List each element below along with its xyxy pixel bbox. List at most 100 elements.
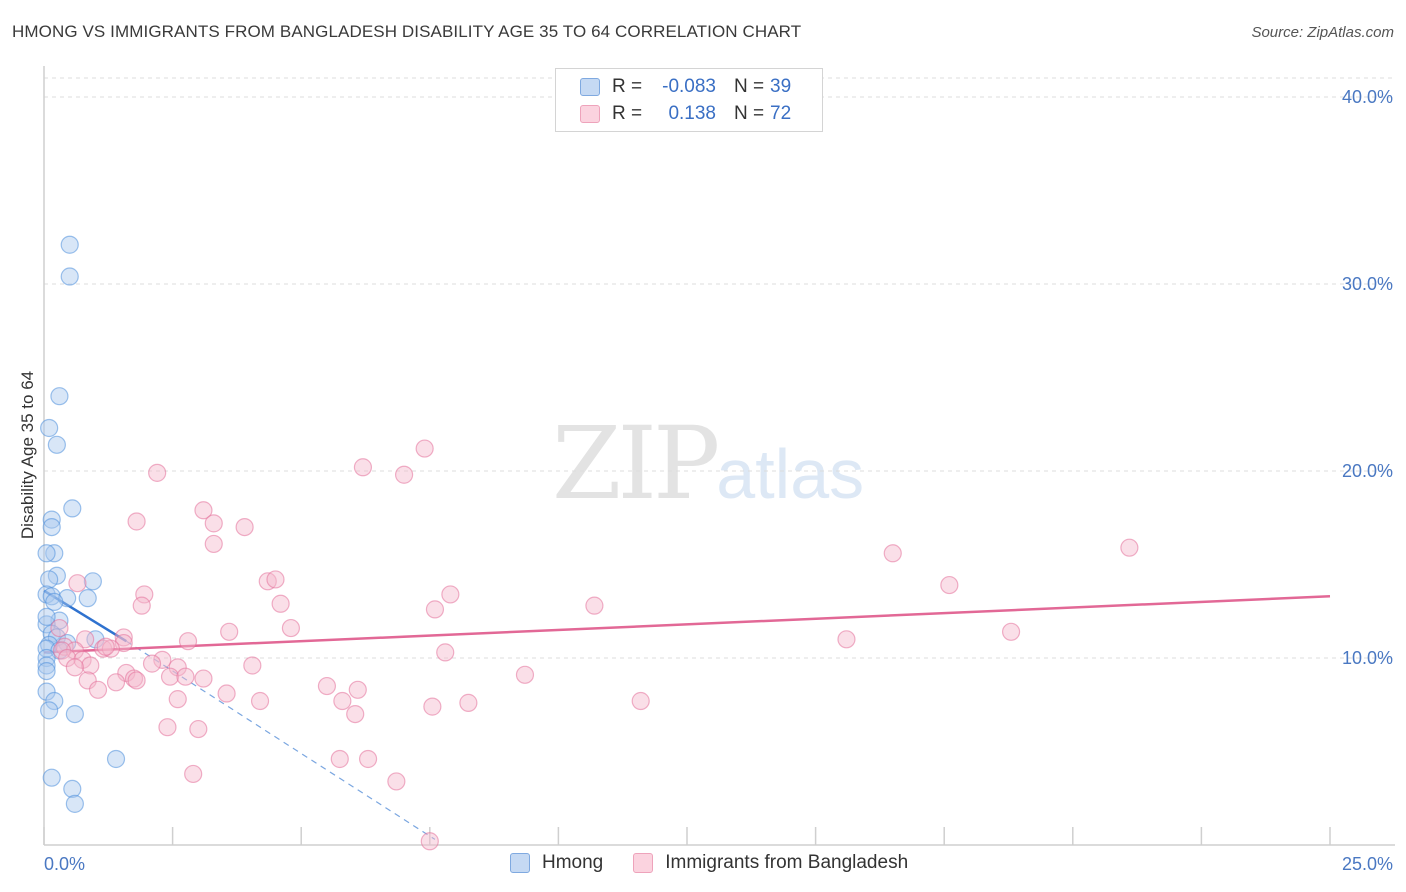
bangladesh-point xyxy=(940,575,959,595)
bangladesh-point xyxy=(346,704,365,724)
hmong-point xyxy=(40,418,59,438)
bangladesh-point xyxy=(135,585,154,604)
bangladesh-point xyxy=(217,684,236,703)
hmong-legend-label: Hmong xyxy=(542,852,604,873)
hmong-point xyxy=(40,701,59,720)
hmong-point xyxy=(42,510,61,529)
hmong-point xyxy=(37,648,56,668)
bangladesh-legend-label: Immigrants from Bangladesh xyxy=(665,852,909,873)
bangladesh-point xyxy=(837,630,856,649)
bangladesh-point xyxy=(88,680,108,699)
bangladesh-trend-line xyxy=(43,595,1331,654)
hmong-swatch xyxy=(580,78,600,96)
tick-labels: 10.0% 20.0% 30.0% 40.0% 0.0% 25.0% xyxy=(44,87,1393,874)
bangladesh-point xyxy=(415,439,434,458)
hmong-point xyxy=(60,267,79,286)
watermark-zip: ZIP xyxy=(552,405,720,522)
bangladesh-point xyxy=(204,514,223,533)
hmong-point xyxy=(37,607,56,626)
bangladesh-point xyxy=(148,463,167,482)
correlation-legend: R = -0.083 N = 39 R = 0.138 N = 72 xyxy=(555,68,823,132)
bangladesh-point xyxy=(189,719,208,739)
bangladesh-point xyxy=(348,680,367,699)
y-axis-title: Disability Age 35 to 64 xyxy=(18,371,37,539)
hmong-point xyxy=(106,749,126,769)
bangladesh-point xyxy=(194,669,213,688)
x-tick-label: 25.0% xyxy=(1342,854,1393,874)
bangladesh-swatch xyxy=(580,105,600,123)
bangladesh-point xyxy=(235,517,254,537)
bangladesh-point xyxy=(132,596,151,615)
bangladesh-point xyxy=(425,600,445,619)
axes xyxy=(43,66,1395,846)
hmong-point xyxy=(63,779,82,799)
bangladesh-point xyxy=(883,544,902,563)
y-tick-label: 10.0% xyxy=(1342,648,1393,668)
bangladesh-point xyxy=(330,749,349,769)
hmong-point xyxy=(63,499,82,518)
bangladesh-point xyxy=(124,669,144,688)
hmong-point xyxy=(65,704,84,724)
bangladesh-point xyxy=(358,749,378,769)
bangladesh-point xyxy=(585,596,604,615)
legend-row-hmong: R = -0.083 N = 39 xyxy=(580,75,791,99)
bangladesh-point xyxy=(515,665,535,684)
bangladesh-point xyxy=(94,639,113,658)
bangladesh-point xyxy=(158,718,177,737)
hmong-n-value: 39 xyxy=(770,76,792,97)
bangladesh-point xyxy=(114,628,133,647)
bangladesh-point xyxy=(127,671,146,690)
bangladesh-point xyxy=(394,465,414,484)
hmong-point xyxy=(83,572,102,591)
bangladesh-point xyxy=(436,643,455,662)
y-tick-label: 40.0% xyxy=(1342,87,1393,107)
bangladesh-point xyxy=(81,656,100,675)
r-label: R = xyxy=(612,76,643,97)
bangladesh-point xyxy=(441,585,460,604)
bangladesh-point xyxy=(204,534,223,554)
hmong-point xyxy=(40,570,59,589)
n-label: N = xyxy=(734,76,765,97)
hmong-trend-line xyxy=(43,589,127,643)
hmong-point xyxy=(86,630,105,649)
legend-item-hmong[interactable]: Hmong xyxy=(510,852,603,874)
bangladesh-point xyxy=(281,618,301,638)
bangladesh-point xyxy=(631,691,650,711)
watermark: ZIPatlas xyxy=(552,405,864,522)
bangladesh-point xyxy=(459,693,478,712)
bangladesh-point xyxy=(160,667,180,686)
bangladesh-point xyxy=(271,594,290,613)
r-label: R = xyxy=(612,103,643,124)
legend-item-bangladesh[interactable]: Immigrants from Bangladesh xyxy=(633,852,908,874)
chart-title: HMONG VS IMMIGRANTS FROM BANGLADESH DISA… xyxy=(12,22,802,41)
hmong-point xyxy=(37,682,56,701)
trend-lines xyxy=(43,589,1331,840)
bangladesh-point xyxy=(250,691,270,711)
bangladesh-point xyxy=(184,764,203,784)
y-tick-label: 30.0% xyxy=(1342,274,1393,294)
bangladesh-n-value: 72 xyxy=(770,103,792,124)
legend-row-bangladesh: R = 0.138 N = 72 xyxy=(580,102,791,126)
source-label: Source: ZipAtlas.com xyxy=(1251,24,1394,41)
bangladesh-point xyxy=(420,832,439,851)
series-legend: Hmong Immigrants from Bangladesh xyxy=(510,852,938,874)
bangladesh-point xyxy=(220,622,239,641)
bangladesh-point xyxy=(127,512,146,531)
hmong-r-value: -0.083 xyxy=(662,76,716,97)
y-tick-label: 20.0% xyxy=(1342,461,1393,481)
hmong-legend-swatch xyxy=(510,853,530,873)
hmong-point xyxy=(45,592,64,612)
hmong-point xyxy=(42,517,61,537)
bangladesh-point xyxy=(68,574,87,593)
x-tick-label: 0.0% xyxy=(44,854,85,874)
bangladesh-point xyxy=(266,570,285,589)
bangladesh-point xyxy=(168,690,187,709)
bangladesh-point xyxy=(142,654,162,673)
bangladesh-point xyxy=(96,637,115,656)
hmong-point xyxy=(42,768,61,787)
bangladesh-point xyxy=(65,658,84,677)
hmong-point xyxy=(37,661,56,681)
bangladesh-point xyxy=(1120,538,1139,557)
hmong-point xyxy=(45,691,64,711)
